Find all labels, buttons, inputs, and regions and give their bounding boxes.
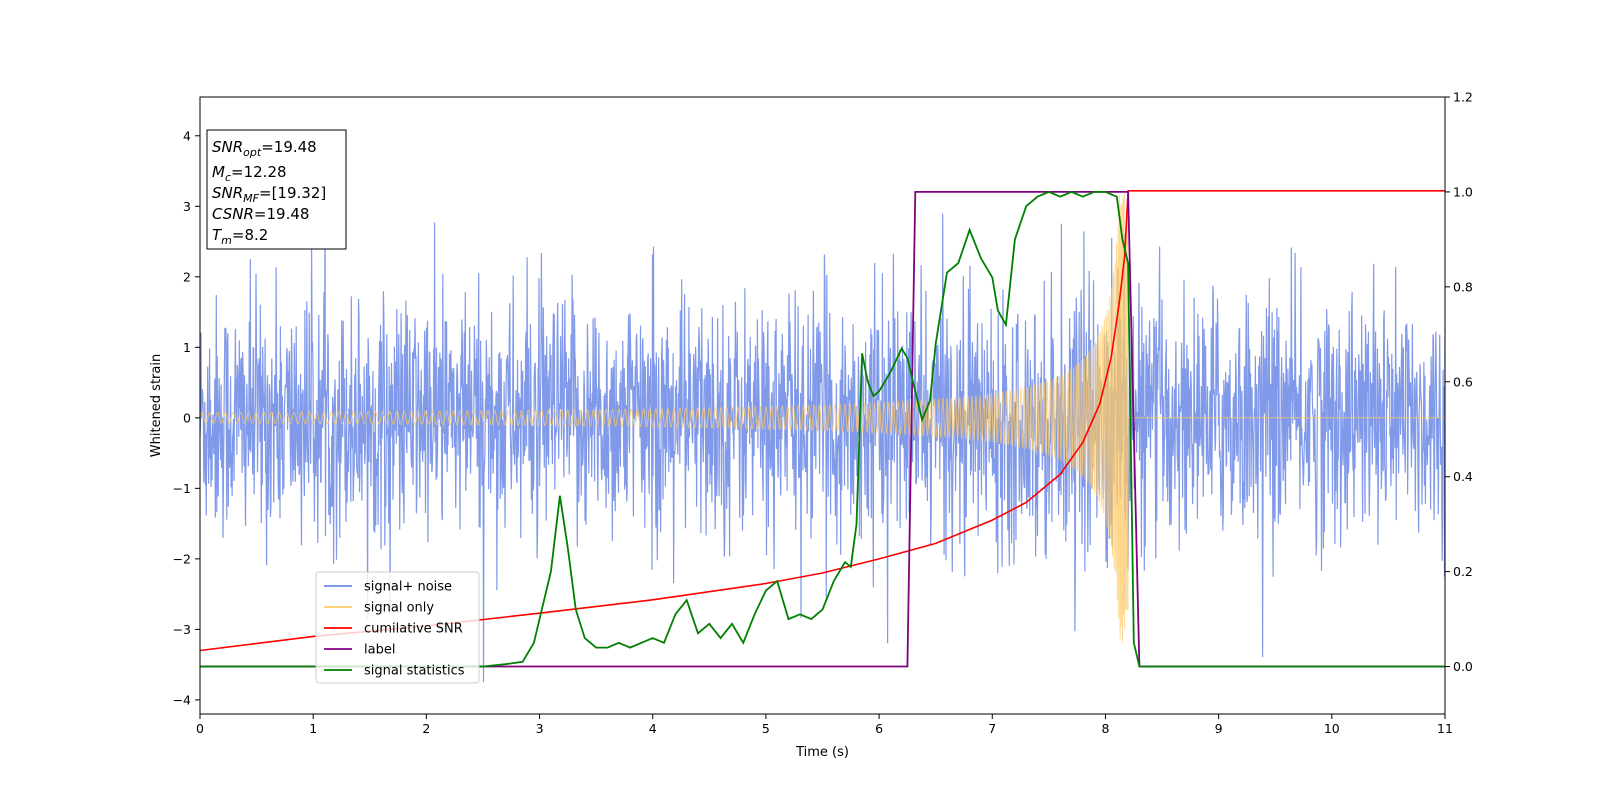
legend-label: label [364, 643, 395, 658]
y-right-tick-label: 0.4 [1453, 469, 1473, 484]
y-right-tick-label: 0.0 [1453, 659, 1473, 674]
x-axis: 0 1 2 3 4 5 6 7 8 9 10 11 [196, 714, 1453, 736]
legend-label: signal+ noise [364, 580, 452, 595]
info-snr-opt: SNRopt=19.48 [212, 138, 317, 159]
info-mc: Mc=12.28 [212, 163, 287, 184]
y-left-tick-label: −3 [173, 622, 191, 637]
y-right-tick-label: 1.0 [1453, 184, 1473, 199]
x-tick-label: 10 [1324, 721, 1340, 736]
y-right-tick-label: 0.6 [1453, 374, 1473, 389]
y-left-tick-label: 1 [183, 340, 191, 355]
x-axis-label: Time (s) [795, 745, 849, 760]
info-tm: Tm=8.2 [212, 226, 268, 247]
series-signal-noise [200, 187, 1445, 683]
y-left-tick-label: 4 [183, 128, 191, 143]
y-left-tick-label: 0 [183, 410, 191, 425]
y-axis-right: 0.0 0.2 0.4 0.6 0.8 1.0 1.2 [1445, 90, 1473, 674]
y-left-tick-label: −4 [173, 692, 191, 707]
y-axis-label: Whitened strain [149, 354, 164, 457]
info-box-frame [206, 129, 347, 250]
series-cumulative-snr [200, 190, 1445, 652]
x-tick-label: 1 [309, 721, 317, 736]
x-tick-label: 7 [988, 721, 996, 736]
info-box: SNRopt=19.48 Mc=12.28 SNRMF=[19.32] CSNR… [206, 129, 347, 250]
y-axis-left: −4 −3 −2 −1 0 1 2 3 4 [173, 128, 200, 707]
x-tick-label: 0 [196, 721, 204, 736]
y-right-tick-label: 1.2 [1453, 90, 1473, 105]
series-signal-only [200, 193, 1445, 642]
y-left-tick-label: 3 [183, 199, 191, 214]
x-tick-label: 4 [649, 721, 657, 736]
legend-frame [315, 571, 480, 684]
y-right-tick-label: 0.8 [1453, 279, 1473, 294]
x-tick-label: 11 [1437, 721, 1453, 736]
x-tick-label: 2 [422, 721, 430, 736]
plot-area [200, 187, 1445, 683]
y-left-tick-label: −2 [173, 551, 191, 566]
legend-label: signal statistics [364, 664, 465, 679]
x-tick-label: 3 [536, 721, 544, 736]
legend-label: cumilative SNR [364, 622, 463, 637]
x-tick-label: 6 [875, 721, 883, 736]
axes-frame [199, 96, 1446, 715]
series-signal-statistics [200, 190, 1445, 668]
x-tick-label: 9 [1215, 721, 1223, 736]
y-left-tick-label: 2 [183, 269, 191, 284]
y-left-tick-label: −1 [173, 481, 191, 496]
legend-label: signal only [364, 601, 434, 616]
info-csnr: CSNR=19.48 [212, 205, 309, 223]
info-snr-mf: SNRMF=[19.32] [212, 184, 326, 205]
x-tick-label: 5 [762, 721, 770, 736]
legend: signal+ noise signal only cumilative SNR la… [315, 571, 480, 684]
y-right-tick-label: 0.2 [1453, 564, 1473, 579]
x-tick-label: 8 [1101, 721, 1109, 736]
